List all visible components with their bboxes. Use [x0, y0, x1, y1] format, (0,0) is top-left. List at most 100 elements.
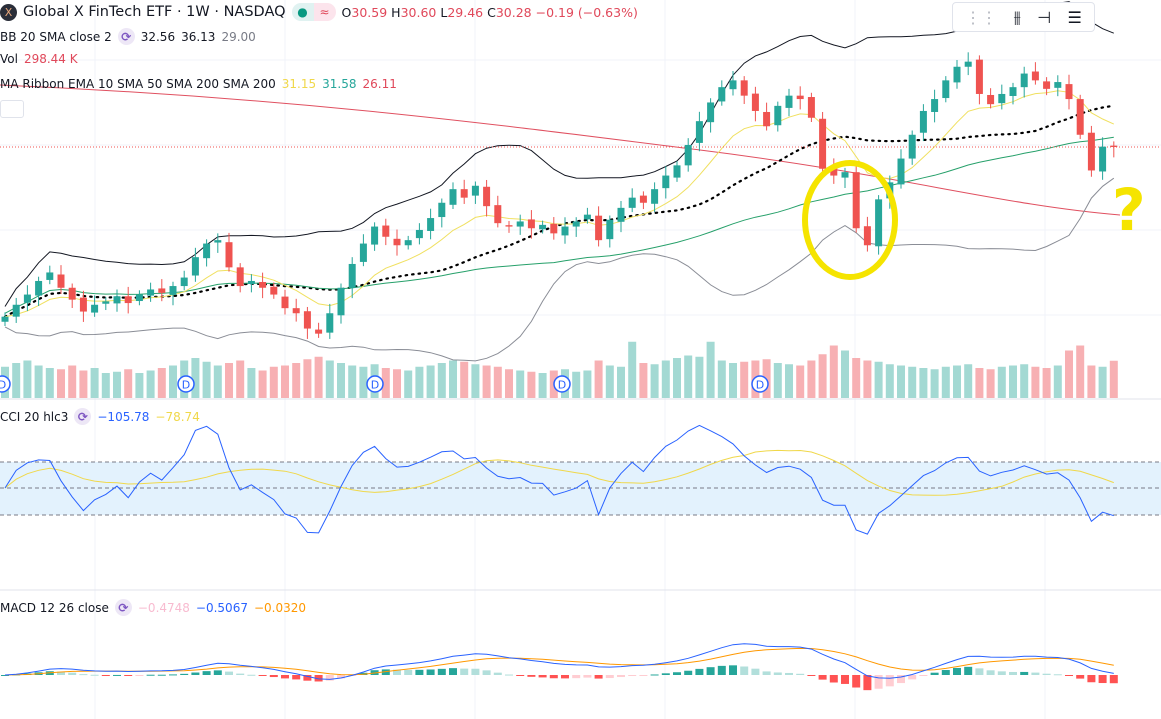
macd-histogram-bar: [964, 666, 973, 675]
candle: [987, 94, 995, 105]
candle: [729, 80, 737, 90]
dividend-label: D: [182, 379, 190, 392]
volume-bar: [807, 360, 816, 398]
market-open-icon: ●: [291, 3, 314, 21]
macd-histogram-bar: [1042, 673, 1051, 675]
candle: [807, 97, 815, 118]
candle: [158, 288, 166, 293]
dividend-marker: [0, 375, 11, 393]
cci-legend[interactable]: CCI 20 hlc3 ⟳ −105.78 −78.74: [0, 408, 200, 425]
volume-bar: [124, 369, 133, 398]
candle: [718, 87, 726, 102]
volume-bar: [348, 365, 357, 398]
volume-bar: [45, 368, 54, 398]
candle: [180, 277, 188, 287]
macd-histogram-bar: [796, 673, 805, 675]
candle: [35, 280, 43, 296]
candle: [371, 226, 379, 245]
macd-histogram-bar: [191, 672, 200, 675]
ma-ribbon-legend[interactable]: MA Ribbon EMA 10 SMA 50 SMA 200 SMA 200 …: [0, 77, 397, 91]
macd-histogram-bar: [740, 666, 749, 675]
macd-histogram-bar: [807, 675, 816, 676]
volume-bar: [527, 371, 536, 398]
macd-histogram-bar: [1076, 675, 1085, 679]
volume-bar: [113, 371, 121, 398]
macd-histogram-bar: [135, 675, 144, 676]
volume-bar: [583, 370, 592, 398]
macd-histogram-bar: [538, 675, 547, 678]
macd-histogram-bar: [762, 671, 771, 675]
macd-histogram-bar: [908, 675, 917, 680]
volume-bar: [829, 345, 838, 398]
symbol-title[interactable]: Global X FinTech ETF · 1W · NASDAQ: [23, 4, 286, 20]
volume-bar: [1031, 366, 1040, 398]
macd-histogram-bar: [303, 675, 312, 681]
candle: [147, 289, 155, 296]
macd-histogram-bar: [751, 668, 760, 675]
volume-bar: [225, 363, 233, 398]
macd-histogram-bar: [1098, 675, 1107, 684]
macd-histogram-bar: [773, 672, 782, 675]
vol-legend[interactable]: Vol 298.44 K: [0, 52, 78, 66]
candle: [964, 61, 972, 67]
candle: [852, 172, 860, 229]
volume-bar: [919, 368, 928, 398]
candle: [281, 296, 289, 309]
candle: [203, 243, 211, 259]
collapse-legend-button[interactable]: [0, 100, 24, 118]
bb-legend[interactable]: BB 20 SMA close 2 ⟳ 32.56 36.13 29.00: [0, 28, 256, 45]
candle: [449, 189, 457, 205]
candle: [1065, 84, 1073, 100]
volume-bar: [639, 363, 648, 398]
volume-bar: [325, 360, 334, 398]
cci-ma-line: [4, 449, 1114, 496]
sma50-value: 31.58: [322, 77, 357, 91]
candle: [550, 223, 558, 234]
candle: [270, 286, 278, 295]
volume-bar: [202, 361, 211, 398]
ema10-line: [4, 90, 1115, 318]
macd-histogram-bar: [695, 668, 704, 675]
floating-toolbar[interactable]: ⋮⋮ ⫵ ⊣ ☰: [952, 2, 1095, 32]
volume-bar: [773, 363, 782, 398]
volume-bar: [437, 363, 446, 398]
macd-legend[interactable]: MACD 12 26 close ⟳ −0.4748 −0.5067 −0.03…: [0, 599, 306, 616]
volume-bar: [1098, 366, 1107, 398]
candle: [259, 281, 267, 288]
candle: [774, 105, 782, 126]
volume-bar: [964, 364, 973, 398]
depth-icon[interactable]: ⊣: [1037, 7, 1052, 27]
cci-label: CCI 20 hlc3: [0, 409, 69, 424]
volume-bar: [538, 373, 547, 398]
volume-bar: [796, 365, 805, 398]
volume-bar: [337, 363, 345, 398]
macd-histogram-bar: [561, 675, 569, 679]
candle: [684, 144, 692, 166]
candle: [1020, 73, 1028, 88]
drag-handle-icon[interactable]: ⋮⋮: [965, 7, 998, 27]
macd-histogram-bar: [605, 675, 614, 679]
volume-bar: [68, 365, 77, 398]
macd-histogram-bar: [852, 675, 861, 688]
candle: [931, 99, 939, 112]
volume-bar: [57, 369, 65, 398]
candle: [483, 186, 491, 207]
candles-icon[interactable]: ⫵: [1013, 7, 1021, 26]
status-pill[interactable]: ● ≈: [291, 3, 336, 21]
menu-lines-icon[interactable]: ☰: [1067, 7, 1082, 27]
candle: [1, 316, 9, 322]
cci-band: [0, 462, 1161, 515]
macd-histogram-bar: [1065, 675, 1073, 676]
volume-bar: [897, 365, 905, 398]
macd-histogram-bar: [482, 670, 491, 675]
cci-line: [4, 424, 1114, 535]
candle: [863, 226, 871, 246]
volume-bar: [594, 360, 603, 398]
macd-histogram-bar: [79, 674, 88, 676]
candle: [751, 93, 759, 111]
macd-line: [4, 643, 1114, 680]
macd-histogram-bar: [180, 673, 189, 675]
volume-bar: [941, 366, 950, 398]
candle: [1076, 99, 1084, 135]
